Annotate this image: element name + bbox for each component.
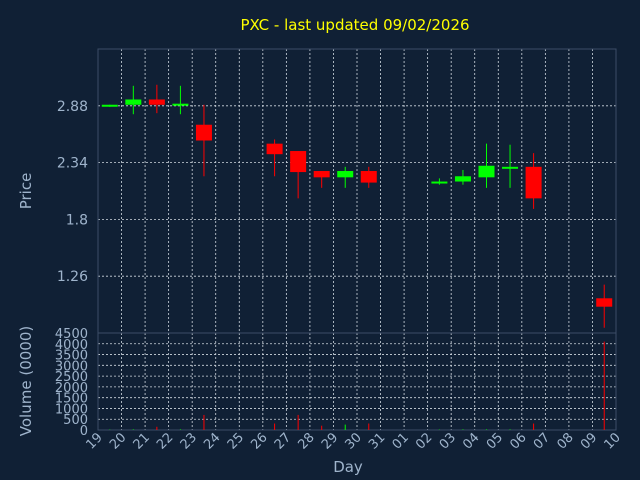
volume-axis-label: Volume (0000) <box>17 326 35 436</box>
day-tick-label: 03 <box>437 430 459 452</box>
day-tick-label: 24 <box>201 430 223 452</box>
day-tick-label: 08 <box>554 430 576 452</box>
candle-body <box>337 171 354 178</box>
candle-03 <box>454 169 471 185</box>
volume-tick-label: 0 <box>80 424 88 439</box>
price-grid <box>98 49 616 333</box>
day-tick-label: 21 <box>131 430 153 452</box>
price-axis-ticks: 1.26 1.8 2.34 2.88 <box>57 99 88 285</box>
candle-26 <box>266 139 283 177</box>
candle-21 <box>148 84 165 114</box>
volume-tick-label: 1500 <box>55 392 88 407</box>
candle-body <box>431 181 448 184</box>
day-tick-label: 02 <box>413 430 435 452</box>
day-tick-label: 07 <box>531 430 553 452</box>
day-tick-label: 23 <box>178 430 200 452</box>
volume-tick-label: 3500 <box>55 349 88 364</box>
volume-tick-label: 4500 <box>55 327 88 342</box>
chart-title: PXC - last updated 09/02/2026 <box>240 16 469 34</box>
day-tick-label: 25 <box>225 430 247 452</box>
candle-22 <box>172 85 189 115</box>
volume-grid <box>98 333 616 430</box>
candle-body <box>454 176 471 182</box>
volume-tick-label: 2000 <box>55 381 88 396</box>
candle-29 <box>337 166 354 188</box>
candle-28 <box>313 171 330 188</box>
candle-body <box>101 104 118 107</box>
y-axis-label: Price <box>17 173 35 210</box>
volume-bars <box>109 341 605 430</box>
volume-tick-label: 1000 <box>55 402 88 417</box>
candle-body <box>148 99 165 105</box>
day-tick-label: 04 <box>460 430 482 452</box>
candle-05 <box>502 144 519 188</box>
day-tick-label: 06 <box>507 430 529 452</box>
day-tick-label: 30 <box>343 430 365 452</box>
day-tick-label: 27 <box>272 430 294 452</box>
price-tick-label: 1.26 <box>57 269 88 285</box>
day-tick-label: 20 <box>107 430 129 452</box>
candle-body <box>502 166 519 169</box>
candle-23 <box>195 104 212 177</box>
volume-tick-label: 2500 <box>55 370 88 385</box>
price-tick-label: 2.34 <box>57 156 88 172</box>
day-tick-label: 29 <box>319 430 341 452</box>
day-axis-ticks: 19 20 21 22 23 24 25 26 27 28 29 30 31 01 02 03 04 05 06 07… <box>84 430 624 452</box>
volume-tick-label: 4000 <box>55 338 88 353</box>
day-tick-label: 28 <box>295 430 317 452</box>
candle-04 <box>478 143 495 188</box>
candle-body <box>596 298 613 307</box>
candle-body <box>172 103 189 106</box>
candle-30 <box>360 166 377 188</box>
volume-tick-label: 3000 <box>55 359 88 374</box>
candle-20 <box>125 85 142 115</box>
candle-body <box>290 151 307 173</box>
price-tick-label: 1.8 <box>66 212 88 228</box>
day-tick-label: 31 <box>366 430 388 452</box>
x-axis-label: Day <box>333 458 363 476</box>
candle-body <box>125 99 142 105</box>
candle-body <box>478 165 495 178</box>
candles <box>101 84 613 328</box>
candle-27 <box>290 151 307 199</box>
candle-body <box>360 171 377 183</box>
candle-19 <box>101 104 118 107</box>
candle-02 <box>431 178 448 185</box>
day-tick-label: 22 <box>154 430 176 452</box>
day-tick-label: 05 <box>484 430 506 452</box>
candle-body <box>313 171 330 178</box>
candle-06 <box>525 153 542 209</box>
volume-tick-label: 500 <box>63 413 88 428</box>
candle-body <box>266 143 283 155</box>
candle-body <box>195 124 212 141</box>
day-tick-label: 26 <box>248 430 270 452</box>
volume-plot-frame <box>97 332 617 431</box>
day-tick-label: 01 <box>390 430 412 452</box>
day-tick-label: 09 <box>578 430 600 452</box>
price-tick-label: 2.88 <box>57 99 88 115</box>
day-tick-label: 10 <box>602 430 624 452</box>
candle-body <box>525 166 542 199</box>
candle-09 <box>596 284 613 328</box>
